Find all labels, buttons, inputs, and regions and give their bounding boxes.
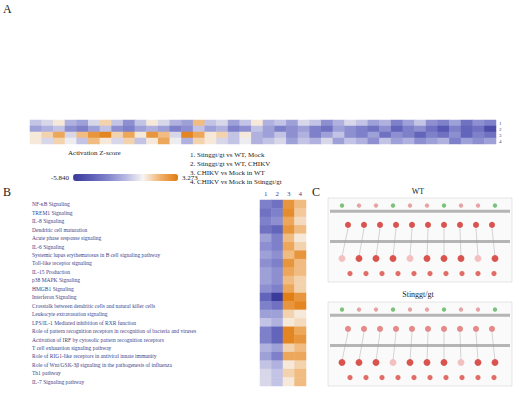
svg-text:Role of RIG1-like receptors in: Role of RIG1-like receptors in antiviral… xyxy=(32,353,157,359)
svg-text:Interferon Signaling: Interferon Signaling xyxy=(32,294,77,300)
svg-text:1. Stinggt/gt vs WT, Mock: 1. Stinggt/gt vs WT, Mock xyxy=(190,151,265,159)
svg-text:4: 4 xyxy=(499,139,502,144)
svg-text:Leukocyte extravasation signal: Leukocyte extravasation signaling xyxy=(32,311,108,317)
svg-text:2: 2 xyxy=(276,190,280,198)
svg-text:4. CHIKV vs Mock in Stinggt/gt: 4. CHIKV vs Mock in Stinggt/gt xyxy=(190,178,282,186)
svg-text:T cell exhaustion signaling pa: T cell exhaustion signaling pathway xyxy=(32,345,112,351)
svg-text:3.273: 3.273 xyxy=(182,174,198,182)
svg-text:1: 1 xyxy=(499,121,502,126)
svg-text:A: A xyxy=(3,2,12,16)
svg-text:4: 4 xyxy=(299,190,303,198)
svg-text:HMGB1 Signaling: HMGB1 Signaling xyxy=(32,286,74,292)
svg-text:Crosstalk between dendritic ce: Crosstalk between dendritic cells and na… xyxy=(32,303,155,309)
svg-text:Stinggt/gt: Stinggt/gt xyxy=(402,290,434,299)
svg-text:C: C xyxy=(312,185,320,199)
svg-text:Acute phase response signaling: Acute phase response signaling xyxy=(32,235,101,241)
svg-text:Th1 pathway: Th1 pathway xyxy=(32,370,61,376)
svg-text:NF-κB Signaling: NF-κB Signaling xyxy=(32,201,70,207)
svg-text:IL-7 Signaling pathway: IL-7 Signaling pathway xyxy=(32,379,84,385)
svg-text:IL-6 Signaling: IL-6 Signaling xyxy=(32,244,64,250)
svg-text:Activation of IRF by cytosolic: Activation of IRF by cytosolic pattern r… xyxy=(32,337,164,343)
svg-text:-5.840: -5.840 xyxy=(51,174,70,182)
svg-text:Role of Wnt/GSK-3β signaling i: Role of Wnt/GSK-3β signaling in the path… xyxy=(32,362,172,368)
svg-text:Role of pattern recognition re: Role of pattern recognition receptors in… xyxy=(32,328,196,334)
svg-text:Dendritic cell maturation: Dendritic cell maturation xyxy=(32,227,88,233)
svg-text:LPS/IL-1 Mediated inhibition o: LPS/IL-1 Mediated inhibition of RXR func… xyxy=(32,320,136,326)
svg-text:Systemic lupus erythematosus i: Systemic lupus erythematosus in B cell s… xyxy=(32,252,160,258)
svg-text:IL-15 Production: IL-15 Production xyxy=(32,269,70,275)
svg-text:p38 MAPK Signaling: p38 MAPK Signaling xyxy=(32,277,80,283)
svg-text:TREM1 Signaling: TREM1 Signaling xyxy=(32,210,73,216)
svg-text:2: 2 xyxy=(499,127,502,132)
svg-text:B: B xyxy=(3,185,11,199)
svg-text:3: 3 xyxy=(287,190,291,198)
svg-text:Activation Z-score: Activation Z-score xyxy=(68,149,121,157)
svg-text:IL-8 Signaling: IL-8 Signaling xyxy=(32,218,64,224)
svg-text:2. Stinggt/gt vs WT, CHIKV: 2. Stinggt/gt vs WT, CHIKV xyxy=(190,160,270,168)
svg-text:Toll-like receptor signaling: Toll-like receptor signaling xyxy=(32,260,92,266)
svg-text:3. CHIKV vs Mock in WT: 3. CHIKV vs Mock in WT xyxy=(190,169,266,177)
svg-text:WT: WT xyxy=(412,187,425,196)
svg-text:3: 3 xyxy=(499,133,502,138)
svg-text:1: 1 xyxy=(264,190,268,198)
